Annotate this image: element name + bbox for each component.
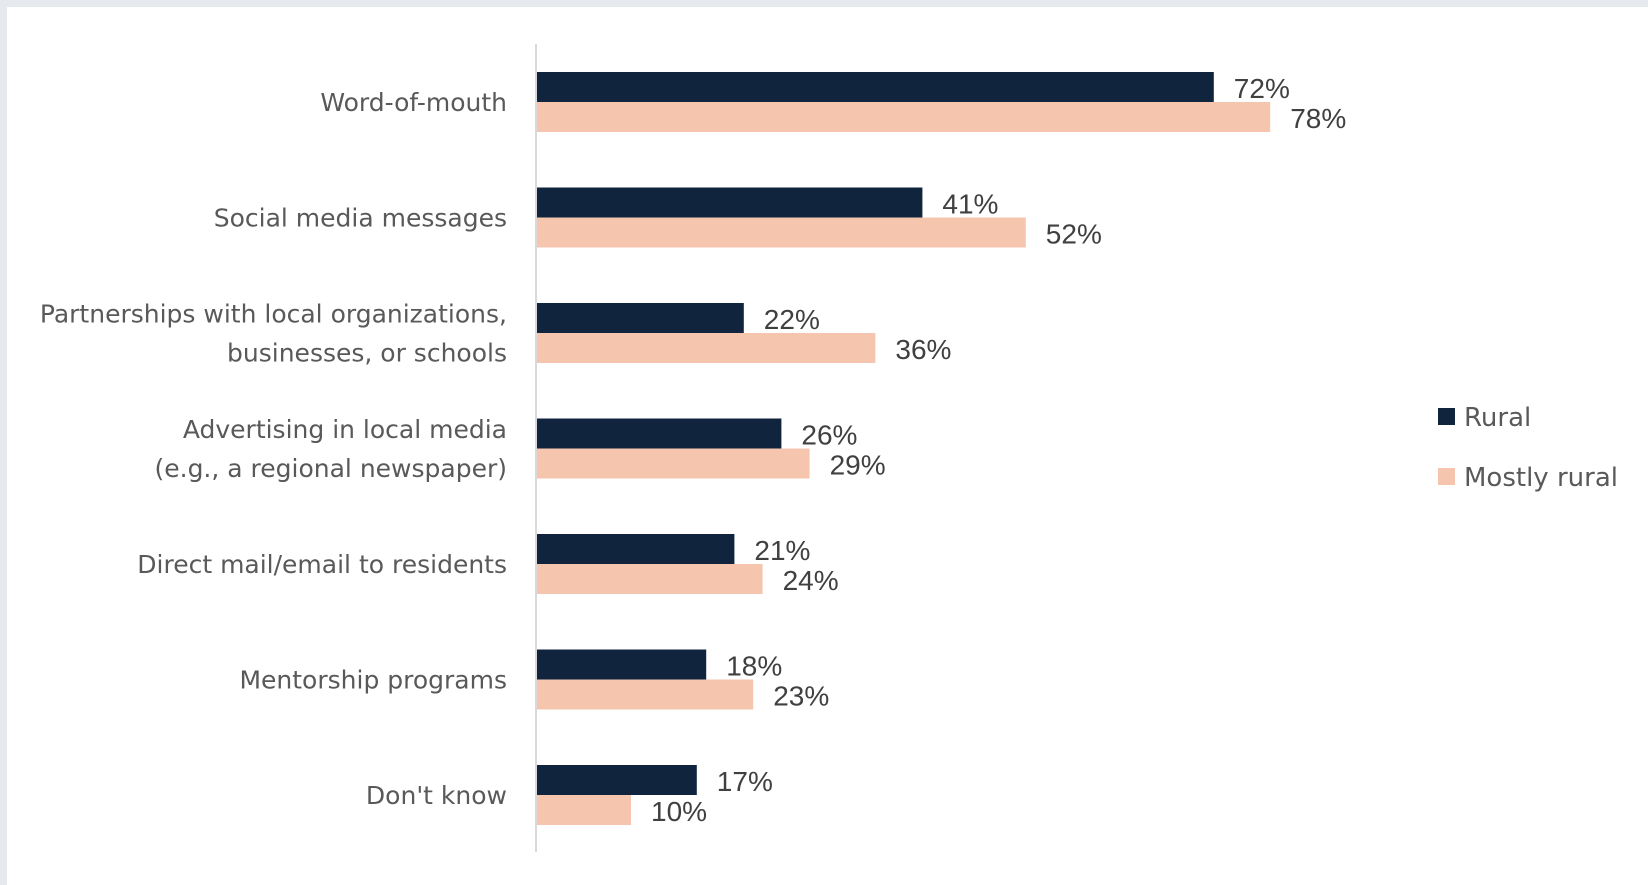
bars-layer [537, 72, 1271, 825]
category-label: Don't know [366, 781, 507, 810]
category-label: (e.g., a regional newspaper) [154, 454, 507, 483]
data-label: 52% [1046, 219, 1102, 250]
bar-mostly-rural [537, 564, 763, 594]
data-label: 78% [1290, 103, 1346, 134]
bar-mostly-rural [537, 102, 1271, 132]
bar-rural [537, 72, 1214, 102]
bar-mostly-rural [537, 217, 1026, 248]
data-label: 22% [764, 304, 820, 335]
data-label: 72% [1234, 73, 1290, 104]
bar-mostly-rural [537, 333, 876, 363]
data-label: 29% [830, 450, 886, 481]
bar-rural [537, 303, 744, 333]
value-labels: 72%78% 41% 52% 22% 36% 26%29% 21%24% 18%23% 17% 1… [651, 73, 1346, 827]
data-label: 41% [942, 189, 998, 220]
data-label: 24% [783, 565, 839, 596]
chart-area [7, 7, 1648, 885]
category-label: Social media messages [214, 204, 507, 233]
bar-mostly-rural [537, 448, 810, 479]
bar-mostly-rural [537, 679, 754, 710]
data-label: 21% [754, 535, 810, 566]
data-label: 26% [801, 420, 857, 451]
category-label: businesses, or schools [227, 339, 507, 368]
data-label: 17% [717, 766, 773, 797]
category-label: Word-of-mouth [320, 88, 507, 117]
legend-swatch [1438, 408, 1455, 425]
legend-label: Rural [1464, 403, 1531, 433]
category-label: Direct mail/email to residents [137, 550, 507, 579]
data-label: 36% [895, 334, 951, 365]
bar-rural [537, 187, 923, 218]
category-labels: Word-of-mouth Social media messages Partne… [40, 88, 507, 810]
data-label: 10% [651, 796, 707, 827]
category-label: Partnerships with local organizations, [40, 300, 507, 329]
bar-rural [537, 534, 735, 564]
legend-label: Mostly rural [1464, 463, 1618, 493]
bar-rural [537, 765, 697, 795]
data-label: 23% [773, 681, 829, 712]
bar-rural [537, 418, 782, 449]
category-label: Advertising in local media [183, 415, 507, 444]
category-label: Mentorship programs [239, 666, 507, 695]
bar-mostly-rural [537, 795, 631, 825]
bar-rural [537, 649, 707, 680]
data-label: 18% [726, 651, 782, 682]
legend-swatch [1438, 468, 1455, 485]
legend: Rural Mostly rural [1438, 403, 1618, 493]
